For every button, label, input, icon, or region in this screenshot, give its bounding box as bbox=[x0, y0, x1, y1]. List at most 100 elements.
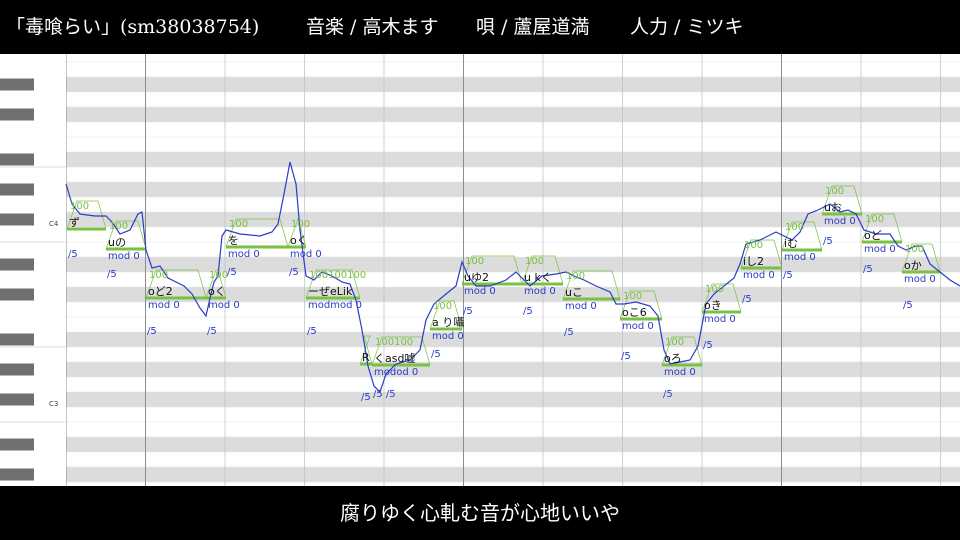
note-velocity: 100 bbox=[149, 270, 168, 281]
pitch-row bbox=[66, 227, 960, 242]
note-modulation: mod 0 bbox=[904, 274, 936, 285]
black-key[interactable] bbox=[0, 153, 34, 166]
note-lyric[interactable]: uこ bbox=[565, 286, 583, 299]
note-velocity: 100 bbox=[623, 291, 642, 302]
note-lyric[interactable]: iし2 bbox=[743, 255, 764, 268]
note-modulation: mod 0 bbox=[864, 244, 896, 255]
note-lyric[interactable]: oど2 bbox=[148, 285, 173, 298]
black-key[interactable] bbox=[0, 468, 34, 481]
note-lyric[interactable]: uゆ2 bbox=[464, 271, 489, 284]
note-lyric[interactable]: を bbox=[228, 234, 239, 247]
pitch-row bbox=[66, 377, 960, 392]
note-velocity: 100 bbox=[433, 301, 452, 312]
note-length: /5 bbox=[564, 327, 574, 338]
velocity-envelope bbox=[821, 185, 863, 215]
pitch-row bbox=[66, 482, 960, 486]
note-velocity: 100 bbox=[865, 214, 884, 225]
pitch-row bbox=[66, 332, 960, 347]
note-velocity: 100 bbox=[209, 270, 228, 281]
piano-keyboard[interactable] bbox=[0, 54, 66, 486]
velocity-envelope bbox=[861, 213, 903, 243]
pitch-row bbox=[66, 407, 960, 422]
note-velocity: 100 bbox=[905, 244, 924, 255]
note-modulation: mod 0 bbox=[228, 249, 260, 260]
pitch-row bbox=[66, 422, 960, 437]
pitch-row bbox=[66, 467, 960, 482]
note-velocity: 100 bbox=[785, 222, 804, 233]
pitch-row bbox=[66, 212, 960, 227]
note-lyric[interactable]: uの bbox=[108, 236, 126, 249]
velocity-envelope bbox=[661, 336, 703, 366]
note-lyric[interactable]: ーぜeLik bbox=[308, 285, 353, 298]
black-key[interactable] bbox=[0, 393, 34, 406]
velocity-envelope bbox=[305, 269, 361, 299]
note-length: /5 bbox=[903, 300, 913, 311]
pitch-row bbox=[66, 437, 960, 452]
note-bars[interactable] bbox=[67, 212, 940, 367]
pitch-row bbox=[66, 302, 960, 317]
note-modulation: mod 0 bbox=[208, 300, 240, 311]
note-modulation: mod 0 bbox=[432, 331, 464, 342]
pitch-row bbox=[66, 317, 960, 332]
piano-roll-editor[interactable]: C4 C3 100 ず/5 100 uの mod 0/5 100 oど2 mod 0/5 100 o… bbox=[0, 54, 960, 486]
note-velocity: 100 bbox=[109, 221, 128, 232]
note-lyric[interactable]: R bbox=[362, 351, 370, 364]
note-modulation: mod 0 bbox=[290, 249, 322, 260]
note-lyric[interactable]: oこ6 bbox=[622, 306, 647, 319]
black-key[interactable] bbox=[0, 288, 34, 301]
note-lyric[interactable]: a り囁 bbox=[432, 316, 464, 329]
pitch-row bbox=[66, 77, 960, 92]
note-lyric[interactable]: u kく bbox=[524, 271, 552, 284]
black-key[interactable] bbox=[0, 258, 34, 271]
note-lyric[interactable]: oく bbox=[290, 234, 308, 247]
subtitle-bar: 腐りゆく心軋む音が心地いいや bbox=[0, 486, 960, 540]
black-key[interactable] bbox=[0, 438, 34, 451]
velocity-envelope bbox=[145, 269, 207, 299]
black-key[interactable] bbox=[0, 183, 34, 196]
velocity-envelope bbox=[781, 221, 823, 251]
velocity-envelope bbox=[287, 217, 307, 248]
note-lyric[interactable]: oか bbox=[904, 259, 922, 272]
note-length: /5 bbox=[107, 269, 117, 280]
pitch-row bbox=[66, 197, 960, 212]
note-velocity: 100100 bbox=[375, 337, 413, 348]
black-key[interactable] bbox=[0, 363, 34, 376]
note-length: /5 bbox=[621, 351, 631, 362]
black-key[interactable] bbox=[0, 108, 34, 121]
note-lyric[interactable]: iむ bbox=[784, 237, 798, 250]
note-lyric[interactable]: くasd嘘 bbox=[374, 352, 415, 365]
note-velocity: 100 bbox=[705, 284, 724, 295]
note-velocity: 100 bbox=[825, 186, 844, 197]
note-length: /5 bbox=[147, 326, 157, 337]
note-lyric[interactable]: ず bbox=[69, 216, 80, 229]
music-credit: 音楽 / 高木ます bbox=[306, 16, 439, 38]
note-velocity: 100 bbox=[744, 240, 763, 251]
black-key[interactable] bbox=[0, 78, 34, 91]
pitch-curve[interactable] bbox=[65, 161, 960, 394]
velocity-envelope bbox=[429, 300, 463, 330]
note-lyric[interactable]: uお bbox=[824, 201, 842, 214]
envelope-lines bbox=[66, 185, 941, 366]
note-velocity: 100 bbox=[70, 201, 89, 212]
pitch-row bbox=[66, 137, 960, 152]
note-lyric[interactable]: oど bbox=[864, 229, 882, 242]
note-lyric[interactable]: oく bbox=[208, 285, 226, 298]
note-lyric[interactable]: oろ bbox=[664, 352, 682, 365]
note-lyric[interactable]: oき bbox=[704, 299, 722, 312]
title-bar: 「毒喰らい」(sm38038754) 音楽 / 高木ます 唄 / 蘆屋道満 人力… bbox=[0, 0, 960, 54]
octave-label: C4 bbox=[49, 220, 59, 228]
pitch-row bbox=[66, 152, 960, 167]
note-length: /5 bbox=[227, 267, 237, 278]
velocity-envelope bbox=[740, 239, 783, 269]
note-velocity: 100100100 bbox=[309, 270, 366, 281]
note-velocity: 100 bbox=[229, 219, 248, 230]
black-key[interactable] bbox=[0, 213, 34, 226]
pitch-row bbox=[66, 392, 960, 407]
octave-labels: C4 C3 bbox=[49, 220, 59, 408]
note-length: /5 bbox=[463, 306, 473, 317]
velocity-envelope bbox=[225, 218, 289, 248]
pitch-row bbox=[66, 122, 960, 137]
black-key[interactable] bbox=[0, 333, 34, 346]
